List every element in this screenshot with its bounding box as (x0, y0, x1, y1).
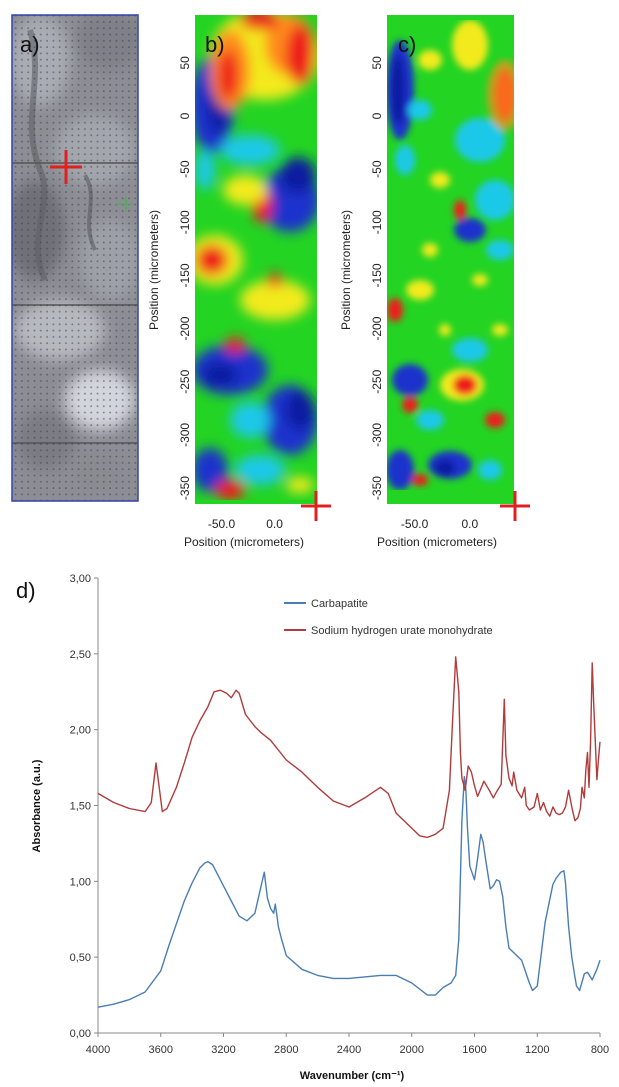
image-border (11, 14, 139, 502)
panel-a-label: a) (20, 32, 40, 57)
y-tick-label: 2,00 (70, 725, 91, 737)
spectrum-series (97, 656, 601, 1008)
map-x-tick-label: 0.0 (266, 517, 283, 531)
series-line-carbapatite (97, 776, 601, 1008)
panel-d: d) 0,00 0,50 1,00 1,50 2,00 2,50 3,00 4000 3600… (16, 573, 609, 1082)
panel-c-y-ticks: 50 0 -50 -100 -150 -200 -250 -300 -350 (370, 56, 384, 500)
microscope-image (12, 15, 138, 501)
y-tick-label: 1,50 (70, 801, 91, 813)
y-tick-label: 0,50 (70, 952, 91, 964)
panel-d-label: d) (16, 578, 36, 603)
map-y-tick-label: -300 (178, 423, 192, 447)
map-y-tick-label: -200 (370, 316, 384, 340)
panel-b-xlabel: Position (micrometers) (184, 535, 304, 549)
y-tick-label: 3,00 (70, 573, 91, 585)
panel-c-label: c) (398, 32, 416, 57)
map-y-tick-label: -150 (178, 263, 192, 287)
x-tick-label: 800 (591, 1044, 609, 1056)
map-y-tick-label: -100 (178, 210, 192, 234)
legend-label-urate: Sodium hydrogen urate monohydrate (311, 625, 493, 637)
x-tick-label: 3600 (149, 1044, 173, 1056)
heatmap-c (387, 15, 514, 504)
panel-b-x-ticks: -50.0 0.0 (208, 517, 283, 531)
spectrum-ylabel: Absorbance (a.u.) (31, 759, 43, 852)
y-tick-label: 0,00 (70, 1028, 91, 1040)
panel-b-label: b) (205, 32, 225, 57)
x-tick-label: 3200 (211, 1044, 235, 1056)
legend-label-carbapatite: Carbapatite (311, 598, 368, 610)
x-tick-label: 1200 (525, 1044, 549, 1056)
y-tick-label: 1,00 (70, 876, 91, 888)
map-y-tick-label: -50 (370, 160, 384, 178)
map-y-tick-label: 50 (370, 56, 384, 70)
map-y-tick-label: -350 (370, 476, 384, 500)
map-y-tick-label: -250 (178, 369, 192, 393)
map-y-tick-label: -150 (370, 263, 384, 287)
map-y-tick-label: -100 (370, 210, 384, 234)
map-x-tick-label: -50.0 (208, 517, 236, 531)
map-y-tick-label: 50 (178, 56, 192, 70)
map-y-tick-label: -50 (178, 160, 192, 178)
map-y-tick-label: 0 (370, 112, 384, 119)
panel-c-xlabel: Position (micrometers) (377, 535, 497, 549)
spectrum-xlabel: Wavenumber (cm⁻¹) (300, 1070, 405, 1082)
x-tick-label: 2400 (337, 1044, 361, 1056)
red-cross-marker-b (301, 491, 331, 521)
heatmap-b (195, 15, 317, 504)
map-x-tick-label: -50.0 (401, 517, 429, 531)
map-y-tick-label: -350 (178, 476, 192, 500)
spectrum-x-ticks: 4000 3600 3200 2800 2400 2000 1600 1200 800 (86, 1033, 609, 1056)
x-tick-label: 1600 (462, 1044, 486, 1056)
position-marker-green (116, 196, 134, 212)
x-tick-label: 4000 (86, 1044, 110, 1056)
map-x-tick-label: 0.0 (461, 517, 478, 531)
x-tick-label: 2000 (400, 1044, 424, 1056)
panel-b-y-ticks: 50 0 -50 -100 -150 -200 -250 -300 -350 (178, 56, 192, 500)
series-line-urate (97, 656, 601, 839)
map-y-tick-label: 0 (178, 112, 192, 119)
panel-c-ylabel: Position (micrometers) (339, 210, 353, 330)
x-tick-label: 2800 (274, 1044, 298, 1056)
position-marker-red (50, 150, 82, 184)
spectrum-y-ticks: 0,00 0,50 1,00 1,50 2,00 2,50 3,00 (70, 573, 98, 1040)
panel-b-ylabel: Position (micrometers) (147, 210, 161, 330)
map-y-tick-label: -300 (370, 423, 384, 447)
spectrum-legend: Carbapatite Sodium hydrogen urate monohy… (284, 598, 493, 637)
map-y-tick-label: -250 (370, 369, 384, 393)
y-tick-label: 2,50 (70, 649, 91, 661)
red-cross-marker-c (500, 491, 530, 521)
panel-a: a) (11, 14, 139, 502)
panel-c: c) 50 0 -50 -100 -150 -200 -250 -300 -350 -50.0 0… (339, 15, 530, 549)
panel-c-x-ticks: -50.0 0.0 (401, 517, 479, 531)
panel-b: b) 50 0 -50 -100 -150 -200 -250 -300 -350 -50.0 0… (147, 15, 331, 549)
map-y-tick-label: -200 (178, 316, 192, 340)
